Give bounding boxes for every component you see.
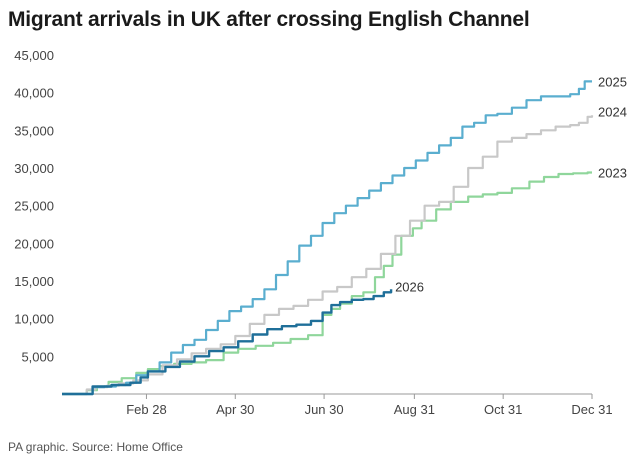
series-line-2023 xyxy=(62,171,592,396)
y-tick-label: 20,000 xyxy=(14,236,54,251)
series-lines xyxy=(62,80,594,396)
y-tick-label: 35,000 xyxy=(14,123,54,138)
series-line-2025 xyxy=(62,80,592,396)
y-tick-label: 25,000 xyxy=(14,199,54,214)
x-tick-label: Jun 30 xyxy=(305,402,344,417)
source-note: PA graphic. Source: Home Office xyxy=(8,440,183,454)
y-tick-label: 10,000 xyxy=(14,312,54,327)
y-tick-label: 45,000 xyxy=(14,48,54,63)
y-tick-label: 40,000 xyxy=(14,86,54,101)
x-tick-label: Apr 30 xyxy=(216,402,254,417)
x-tick-label: Feb 28 xyxy=(126,402,166,417)
chart-title: Migrant arrivals in UK after crossing En… xyxy=(8,8,530,31)
x-axis: Feb 28 Apr 30 Jun 30 Aug 31 Oct 31 Dec 31 xyxy=(126,394,613,417)
y-tick-label: 15,000 xyxy=(14,274,54,289)
x-tick-label: Dec 31 xyxy=(571,402,612,417)
series-label-2024: 2024 xyxy=(598,104,627,119)
series-line-2026 xyxy=(62,289,393,396)
series-line-2024 xyxy=(62,115,594,396)
series-label-2023: 2023 xyxy=(598,166,627,181)
y-tick-label: 30,000 xyxy=(14,161,54,176)
series-label-2026: 2026 xyxy=(395,279,424,294)
y-axis: 5,000 10,000 15,000 20,000 25,000 30,000 35,00… xyxy=(14,48,54,364)
x-tick-label: Oct 31 xyxy=(484,402,522,417)
y-tick-label: 5,000 xyxy=(21,349,54,364)
x-tick-label: Aug 31 xyxy=(394,402,435,417)
series-label-2025: 2025 xyxy=(598,74,627,89)
series-labels: 2023 2024 2025 2026 xyxy=(395,74,627,294)
